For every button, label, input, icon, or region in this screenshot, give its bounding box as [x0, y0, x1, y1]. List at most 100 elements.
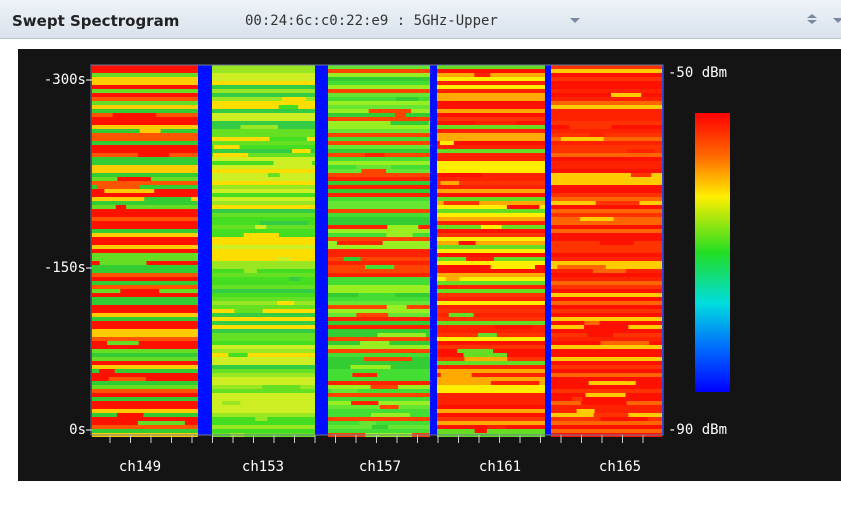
heat-row — [551, 305, 662, 309]
heat-row — [212, 345, 315, 349]
heat-row — [437, 329, 545, 333]
heat-row — [328, 309, 430, 313]
heat-cell — [289, 277, 300, 281]
heat-row — [551, 309, 662, 313]
heat-row — [92, 133, 198, 137]
heat-row — [551, 349, 662, 353]
heat-cell — [581, 401, 627, 405]
heat-row — [328, 201, 430, 205]
heat-cell — [441, 145, 452, 149]
heat-row — [328, 189, 430, 193]
heat-row — [212, 177, 315, 181]
heat-row — [551, 185, 662, 189]
heat-cell — [214, 181, 262, 185]
heat-row — [437, 181, 545, 185]
heat-cell — [99, 261, 147, 265]
heat-row — [92, 257, 198, 261]
heat-cell — [213, 145, 240, 149]
heat-row — [212, 261, 315, 265]
heat-row — [92, 201, 198, 205]
heat-cell — [228, 229, 258, 233]
spinner-up[interactable] — [807, 14, 817, 18]
heat-row — [437, 345, 545, 349]
heat-row — [437, 389, 545, 393]
heat-row — [328, 273, 430, 277]
heat-row — [92, 333, 198, 337]
heat-cell — [269, 137, 307, 141]
heat-row — [212, 281, 315, 285]
heat-row — [328, 249, 430, 253]
heat-cell — [343, 257, 361, 261]
heat-row — [551, 329, 662, 333]
heat-row — [328, 145, 430, 149]
heat-cell — [92, 229, 122, 233]
heat-row — [212, 297, 315, 301]
heat-cell — [446, 277, 460, 281]
heat-row — [328, 177, 430, 181]
heat-row — [437, 101, 545, 105]
heat-row — [212, 217, 315, 221]
heat-cell — [474, 429, 487, 433]
menu-arrow[interactable] — [833, 18, 841, 23]
heat-row — [212, 205, 315, 209]
heat-row — [328, 277, 430, 281]
heat-row — [92, 149, 198, 153]
heat-row — [328, 225, 430, 229]
heat-cell — [384, 273, 398, 277]
heat-row — [437, 73, 545, 77]
dropdown-arrow[interactable] — [570, 18, 580, 23]
heat-row — [551, 213, 662, 217]
heat-row — [328, 173, 430, 177]
heat-cell — [580, 217, 614, 221]
heat-cell — [371, 425, 388, 429]
heat-row — [551, 153, 662, 157]
heat-cell — [595, 201, 640, 205]
heat-row — [437, 193, 545, 197]
heat-row — [328, 221, 430, 225]
heat-cell — [394, 113, 406, 117]
heat-row — [437, 141, 545, 145]
heat-row — [92, 109, 198, 113]
heat-cell — [361, 169, 387, 173]
heat-row — [551, 261, 662, 265]
heat-row — [437, 85, 545, 89]
heat-row — [328, 261, 430, 265]
heat-cell — [243, 233, 279, 237]
heat-cell — [262, 385, 301, 389]
heat-row — [212, 181, 315, 185]
heat-row — [551, 273, 662, 277]
heat-row — [437, 237, 545, 241]
heat-row — [92, 413, 198, 417]
heat-row — [212, 245, 315, 249]
heat-row — [437, 325, 545, 329]
spinner-down[interactable] — [807, 20, 817, 24]
heat-row — [437, 137, 545, 141]
heat-row — [212, 101, 315, 105]
heat-row — [437, 81, 545, 85]
heat-row — [551, 361, 662, 365]
heat-row — [551, 189, 662, 193]
heat-row — [92, 353, 198, 357]
heat-row — [437, 221, 545, 225]
heat-cell — [374, 297, 387, 301]
heat-cell — [139, 129, 161, 133]
heat-row — [212, 309, 315, 313]
heat-cell — [476, 161, 501, 165]
heat-row — [212, 381, 315, 385]
heat-row — [437, 417, 545, 421]
heat-row — [212, 97, 315, 101]
heat-row — [92, 329, 198, 333]
heat-cell — [213, 153, 249, 157]
heat-row — [212, 337, 315, 341]
heat-row — [92, 237, 198, 241]
heat-row — [328, 125, 430, 129]
heat-row — [437, 409, 545, 413]
heat-row — [551, 289, 662, 293]
radio-selector[interactable]: 00:24:6c:c0:22:e9 : 5GHz-Upper — [245, 13, 498, 29]
heat-row — [551, 221, 662, 225]
heat-row — [551, 209, 662, 213]
heat-cell — [371, 413, 411, 417]
heat-row — [212, 93, 315, 97]
heat-row — [92, 365, 198, 369]
